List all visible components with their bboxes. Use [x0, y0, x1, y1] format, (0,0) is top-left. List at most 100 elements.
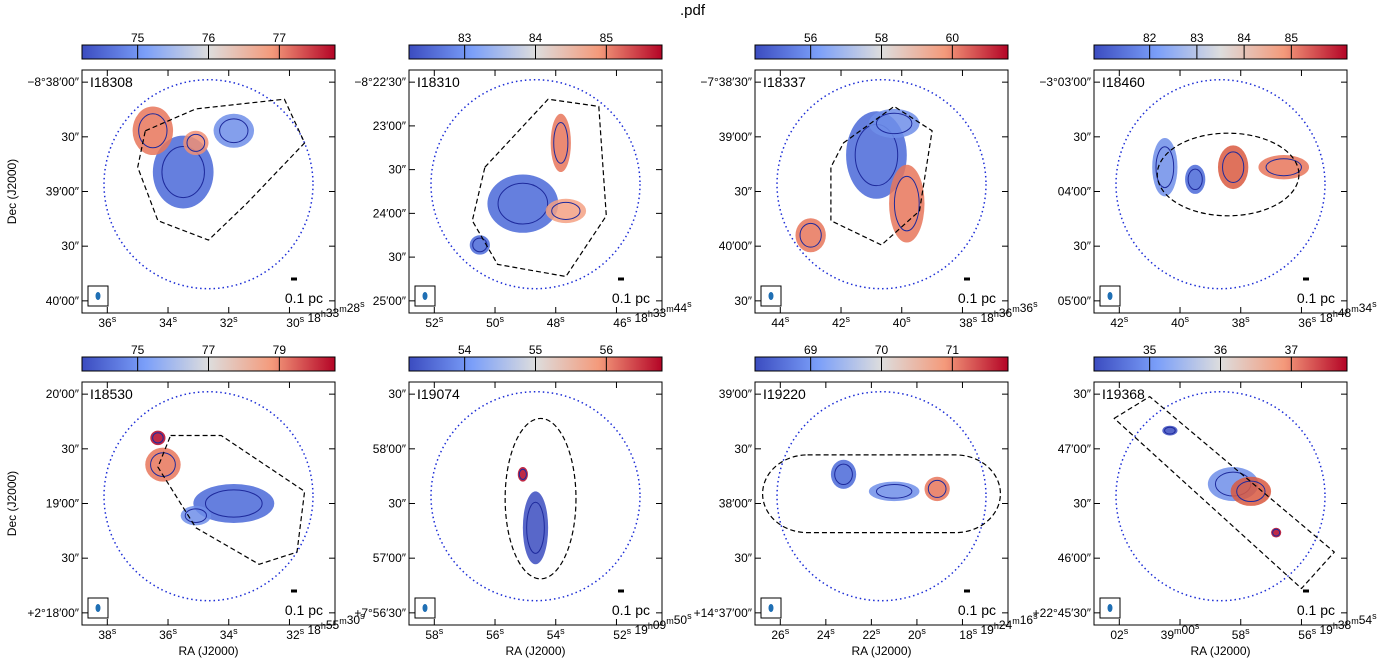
source-name: I19074	[417, 386, 460, 402]
ra-tick-label: 48s	[547, 314, 565, 330]
dec-tick-label: 30″	[1073, 497, 1091, 511]
dec-tick-label: 24′00″	[373, 206, 407, 220]
colorbar-tick-label: 36	[1214, 343, 1228, 357]
dec-tick-label: 39′00″	[719, 387, 753, 401]
dec-tick-label: +7°56′30″	[354, 606, 406, 620]
colorbar-tick-label: 56	[600, 343, 614, 357]
panel-i18530: 75 77 79 I18530 0.1 pc 20′00″ 30″ 19′00″ 30″ +2°1…	[5, 343, 365, 658]
colorbar-tick-label: 60	[946, 31, 960, 45]
dec-tick-label: 30″	[388, 250, 406, 264]
ra-tick-label: 44s	[771, 314, 789, 330]
coverage-outline	[761, 454, 1002, 534]
scale-bar-label: 0.1 pc	[612, 602, 650, 618]
dec-tick-label: 30″	[61, 239, 79, 253]
panel-i19368: 35 36 37 I19368 0.1 pc 30″ 47′00″ 30″ 46′00″ +22°…	[1033, 343, 1377, 658]
primary-beam-circle	[1115, 78, 1326, 290]
colorbar-tick-label: 83	[1190, 31, 1204, 45]
dec-tick-label: 30″	[61, 442, 79, 456]
ra-tick-label: 42s	[832, 314, 850, 330]
scale-bar-label: 0.1 pc	[612, 290, 650, 306]
dec-tick-label: 30″	[1073, 130, 1091, 144]
source-name: I18337	[763, 74, 806, 90]
contour-line	[1236, 480, 1266, 503]
beam-box	[760, 285, 782, 307]
contour-line	[150, 452, 176, 478]
dec-tick-label: 05′00″	[1058, 294, 1092, 308]
colorbar-tick-label: 76	[202, 31, 216, 45]
ra-tick-label: 40s	[1171, 314, 1189, 330]
plot-frame	[1093, 381, 1348, 626]
dec-tick-label: +14°37′00″	[694, 606, 753, 620]
dec-tick-label: 30″	[1073, 387, 1091, 401]
coverage-outline	[504, 417, 577, 580]
coverage-outline	[830, 105, 933, 246]
source-name: I18308	[90, 74, 133, 90]
ra-tick-label: 24s	[817, 626, 835, 642]
source-name: I18460	[1102, 74, 1145, 90]
contour-line	[1155, 146, 1175, 189]
beam-box	[87, 285, 109, 307]
contour-line	[875, 484, 913, 499]
source-name: I19368	[1102, 386, 1145, 402]
colorbar-tick-label: 85	[600, 31, 614, 45]
contour-line	[1222, 151, 1245, 184]
dec-tick-label: 47′00″	[1058, 442, 1092, 456]
colorbar-tick-label: 75	[131, 31, 145, 45]
ra-tick-label: 50s	[486, 314, 504, 330]
coverage-outline	[137, 98, 306, 241]
ra-tick-label: 26s	[771, 626, 789, 642]
figure-filename: .pdf	[679, 2, 706, 19]
x-axis-label: RA (J2000)	[505, 644, 565, 658]
panel-i18310: 83 84 85 I18310 0.1 pc −8°22′30″ 23′00″ 30″ 24′0…	[354, 31, 692, 330]
ra-tick-label: 39m00s	[1161, 621, 1200, 642]
beam-box	[760, 597, 782, 619]
ra-tick-label: 56s	[486, 626, 504, 642]
contour-line	[799, 222, 822, 248]
dec-tick-label: 30″	[1073, 239, 1091, 253]
source-name: I19220	[763, 386, 806, 402]
beam-ellipse	[768, 604, 774, 612]
x-axis-label: RA (J2000)	[1190, 644, 1250, 658]
contour-line	[893, 175, 920, 232]
contour-line	[1272, 528, 1281, 537]
ra-tick-label: 20s	[908, 626, 926, 642]
colorbar-tick-label: 55	[529, 343, 543, 357]
dec-tick-label: 30″	[61, 130, 79, 144]
coverage-outline	[471, 98, 607, 278]
dec-tick-label: 38′00″	[719, 497, 753, 511]
scale-bar-label: 0.1 pc	[285, 290, 323, 306]
dec-tick-label: −3°03′00″	[1039, 75, 1091, 89]
dec-tick-label: 57′00″	[373, 551, 407, 565]
dec-tick-label: 30″	[388, 387, 406, 401]
ra-tick-label: 34s	[220, 626, 238, 642]
ra-tick-label: 36s	[98, 314, 116, 330]
panel-i18308: 75 76 77 I18308 0.1 pc −8°38′00″ 30″ 39′00″ 30″ 4…	[5, 31, 365, 330]
ra-tick-label: 56s 19h38m54s	[1298, 611, 1377, 642]
colorbar-tick-label: 54	[458, 343, 472, 357]
contour-line	[161, 146, 205, 199]
ra-tick-label: 58s	[1232, 626, 1250, 642]
ra-tick-label: 42s	[1110, 314, 1128, 330]
ra-tick-label: 52s 19h09m50s	[613, 611, 692, 642]
scale-bar-label: 0.1 pc	[958, 290, 996, 306]
contour-line	[184, 508, 207, 523]
dec-tick-label: 58′00″	[373, 442, 407, 456]
contour-line	[138, 113, 168, 149]
plot-frame	[1093, 69, 1348, 314]
dec-tick-label: 23′00″	[373, 119, 407, 133]
colorbar-tick-label: 35	[1143, 343, 1157, 357]
dec-tick-label: 40′00″	[719, 239, 753, 253]
colorbar-tick-label: 56	[804, 31, 818, 45]
coverage-outline	[157, 434, 306, 565]
primary-beam-circle	[103, 78, 314, 290]
scale-bar-label: 0.1 pc	[1297, 602, 1335, 618]
colorbar-tick-label: 77	[202, 343, 216, 357]
beam-box	[1099, 597, 1121, 619]
source-name: I18310	[417, 74, 460, 90]
x-axis-label: RA (J2000)	[851, 644, 911, 658]
colorbar-tick-label: 37	[1285, 343, 1299, 357]
y-axis-label: Dec (J2000)	[5, 471, 19, 536]
contour-line	[1164, 426, 1176, 435]
dec-tick-label: 46′00″	[1058, 551, 1092, 565]
